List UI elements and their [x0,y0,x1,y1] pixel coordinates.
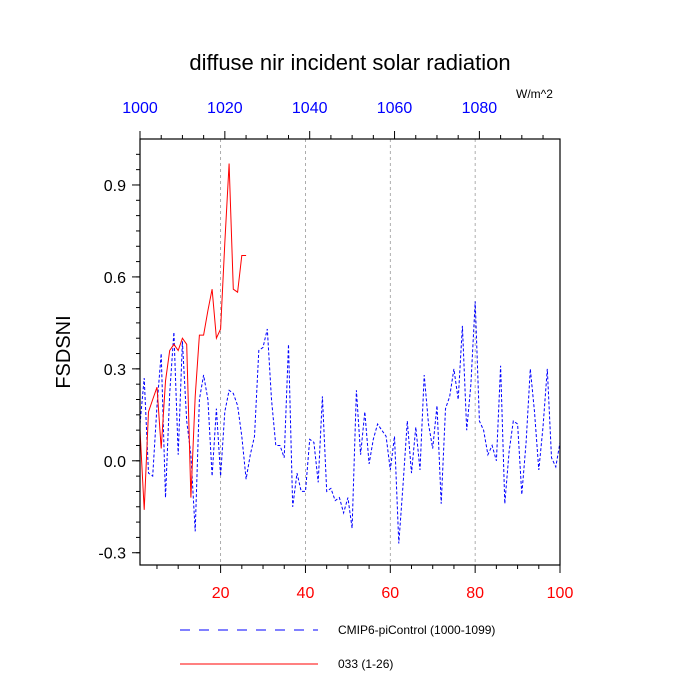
y-tick-label: -0.3 [98,546,126,563]
series-layer [139,163,561,544]
units-label: W/m^2 [516,87,553,101]
grid-layer [220,139,476,565]
y-tick-label: 0.0 [104,454,126,471]
x-tick-label: 20 [212,585,230,602]
chart-title: diffuse nir incident solar radiation [189,50,510,75]
axis-layer: -0.3 0.0 0.3 0.6 0.9 20 40 60 80 100 1000 1020 1040 1… [98,100,573,602]
plot-frame [139,138,561,566]
y-tick-label: 0.3 [104,362,126,379]
top-tick-label: 1060 [377,100,413,117]
x-tick-label: 40 [297,585,315,602]
series-line-0 [139,301,561,544]
y-tick-label: 0.9 [104,178,126,195]
legend-label: CMIP6-piControl (1000-1099) [338,623,495,637]
top-tick-label: 1040 [292,100,328,117]
x-tick-label: 80 [466,585,484,602]
series-line-1 [139,163,247,510]
legend: CMIP6-piControl (1000-1099) 033 (1-26) [180,623,495,671]
y-axis-label: FSDSNI [53,315,75,388]
x-tick-label: 100 [547,585,574,602]
x-tick-label: 60 [381,585,399,602]
top-tick-label: 1080 [462,100,498,117]
legend-label: 033 (1-26) [338,657,393,671]
y-tick-label: 0.6 [104,270,126,287]
top-tick-label: 1000 [122,100,158,117]
top-tick-label: 1020 [207,100,243,117]
